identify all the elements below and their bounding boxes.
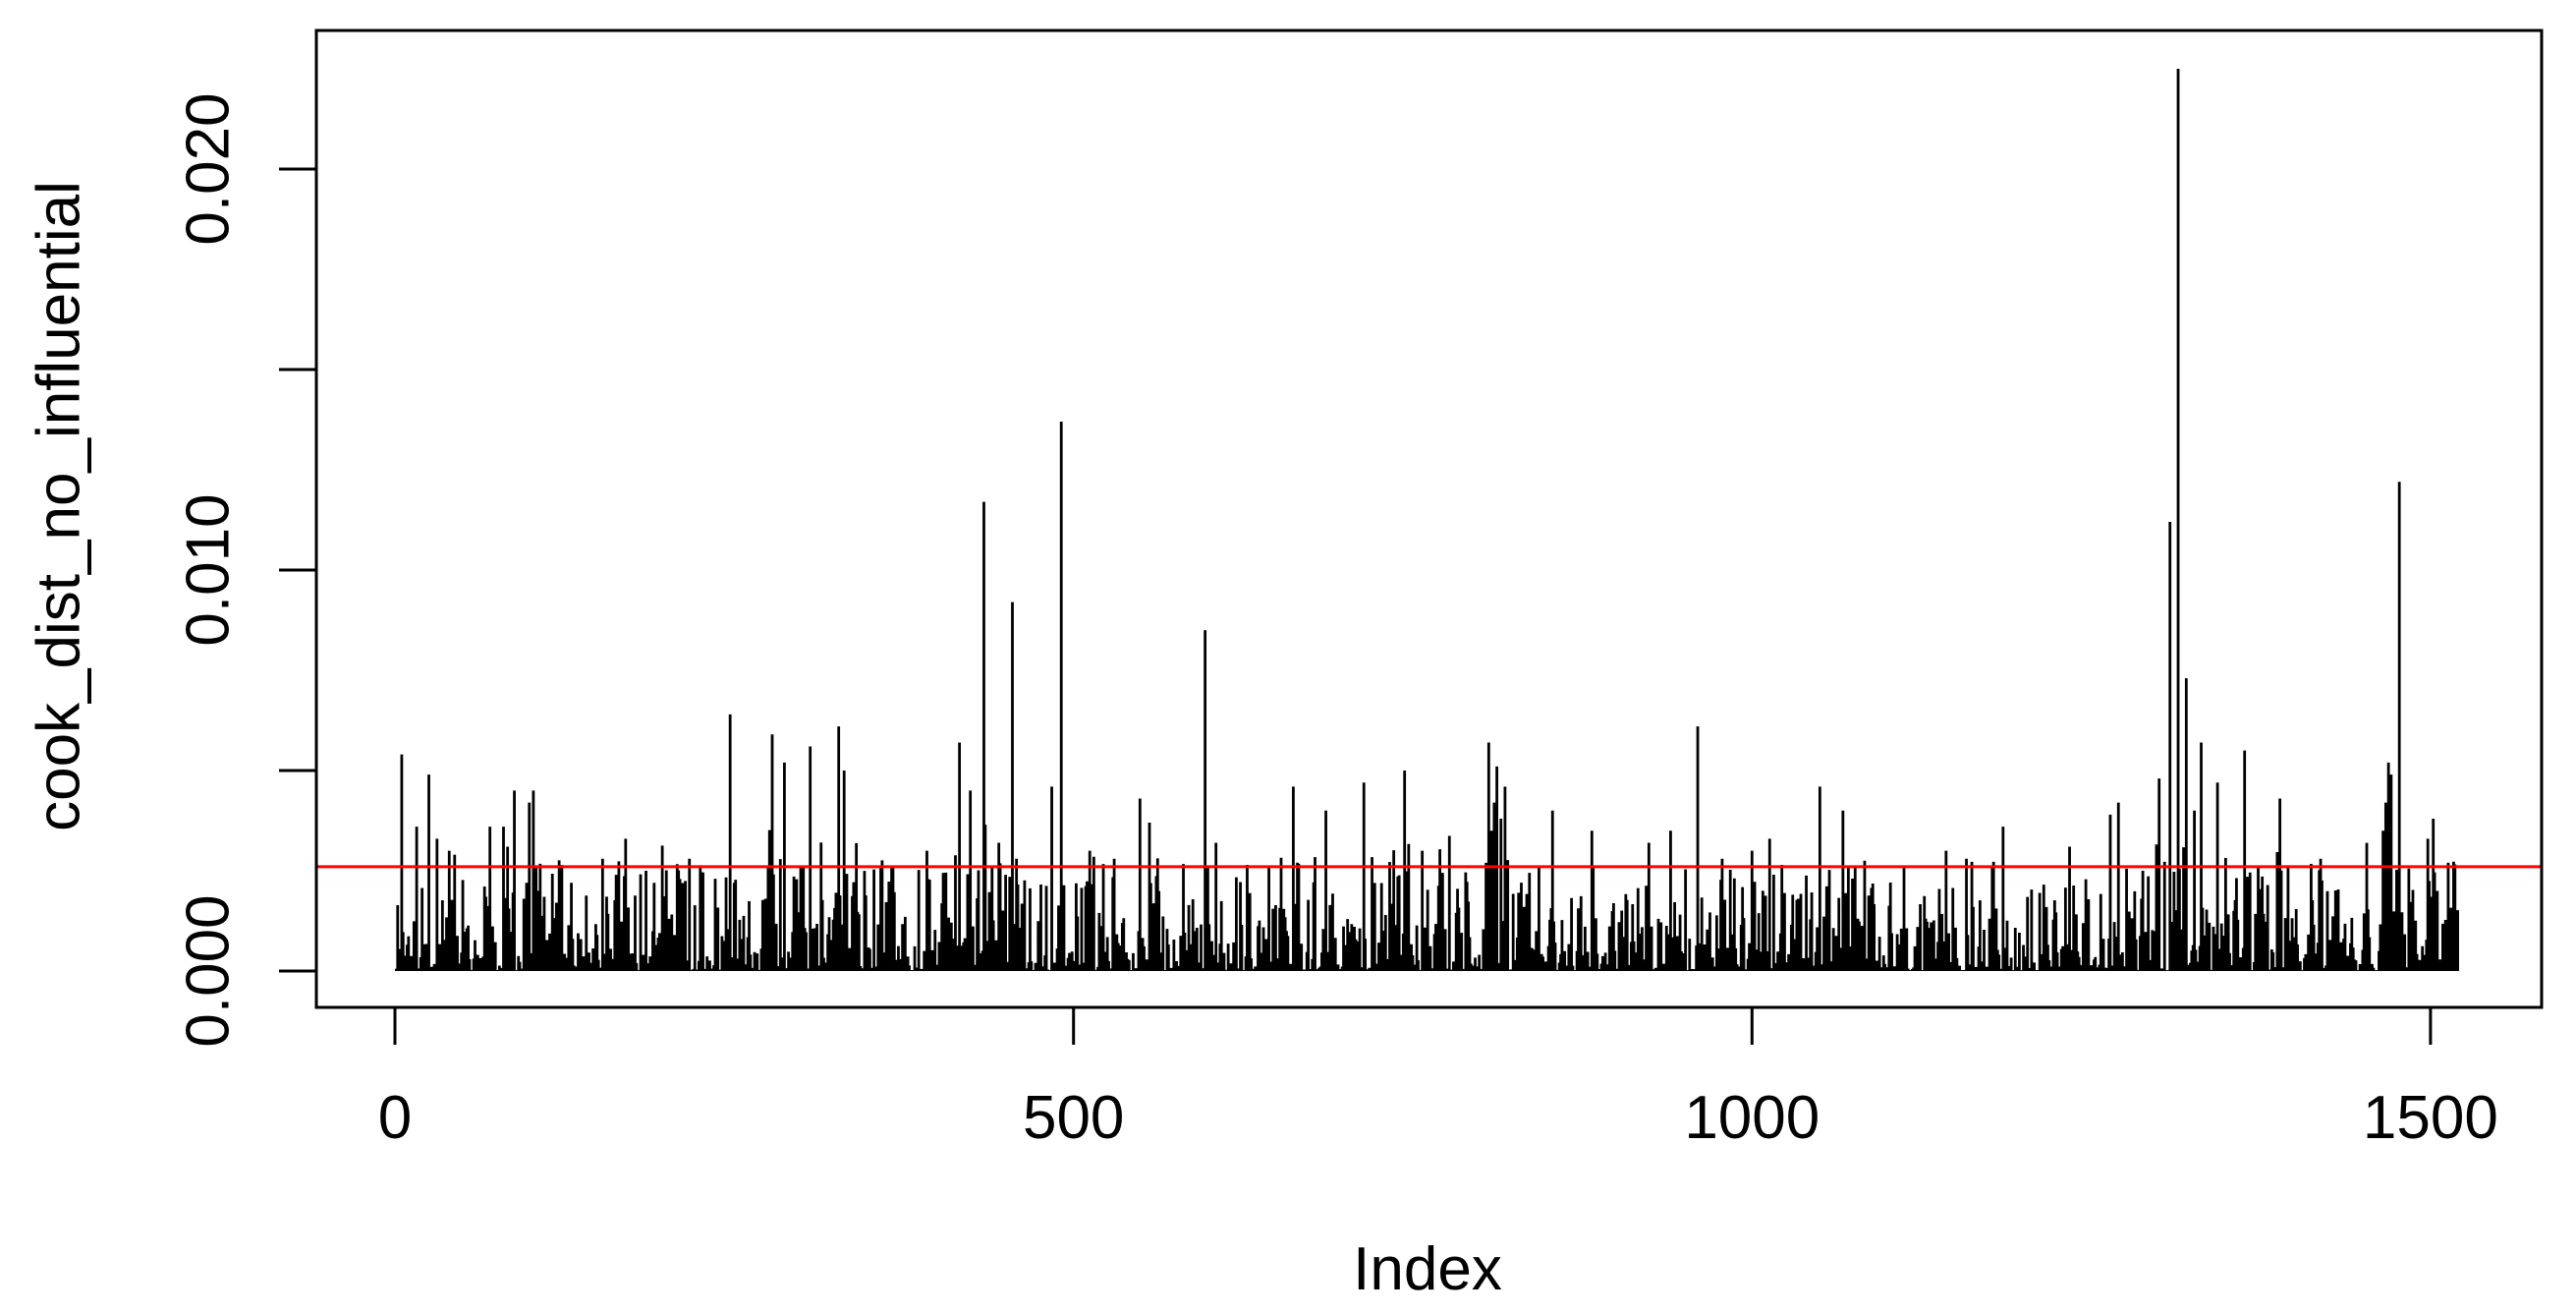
y-axis-label: cook_dist_no_influential (26, 181, 93, 831)
y-tick-label: 0.000 (175, 894, 243, 1047)
x-tick-label: 500 (1023, 1084, 1124, 1152)
x-tick-label: 1000 (1684, 1084, 1820, 1152)
x-tick-label: 0 (378, 1084, 412, 1152)
chart-root: 0 500 1000 1500 0.000 0.010 0.020 (175, 29, 2544, 1152)
x-tick-label: 1500 (2363, 1084, 2498, 1152)
spike-series (394, 69, 2459, 971)
y-tick-label: 0.010 (175, 493, 243, 646)
x-axis-label: Index (1353, 1235, 1502, 1303)
plot-border (314, 29, 2544, 1009)
y-tick-label: 0.020 (175, 92, 243, 245)
